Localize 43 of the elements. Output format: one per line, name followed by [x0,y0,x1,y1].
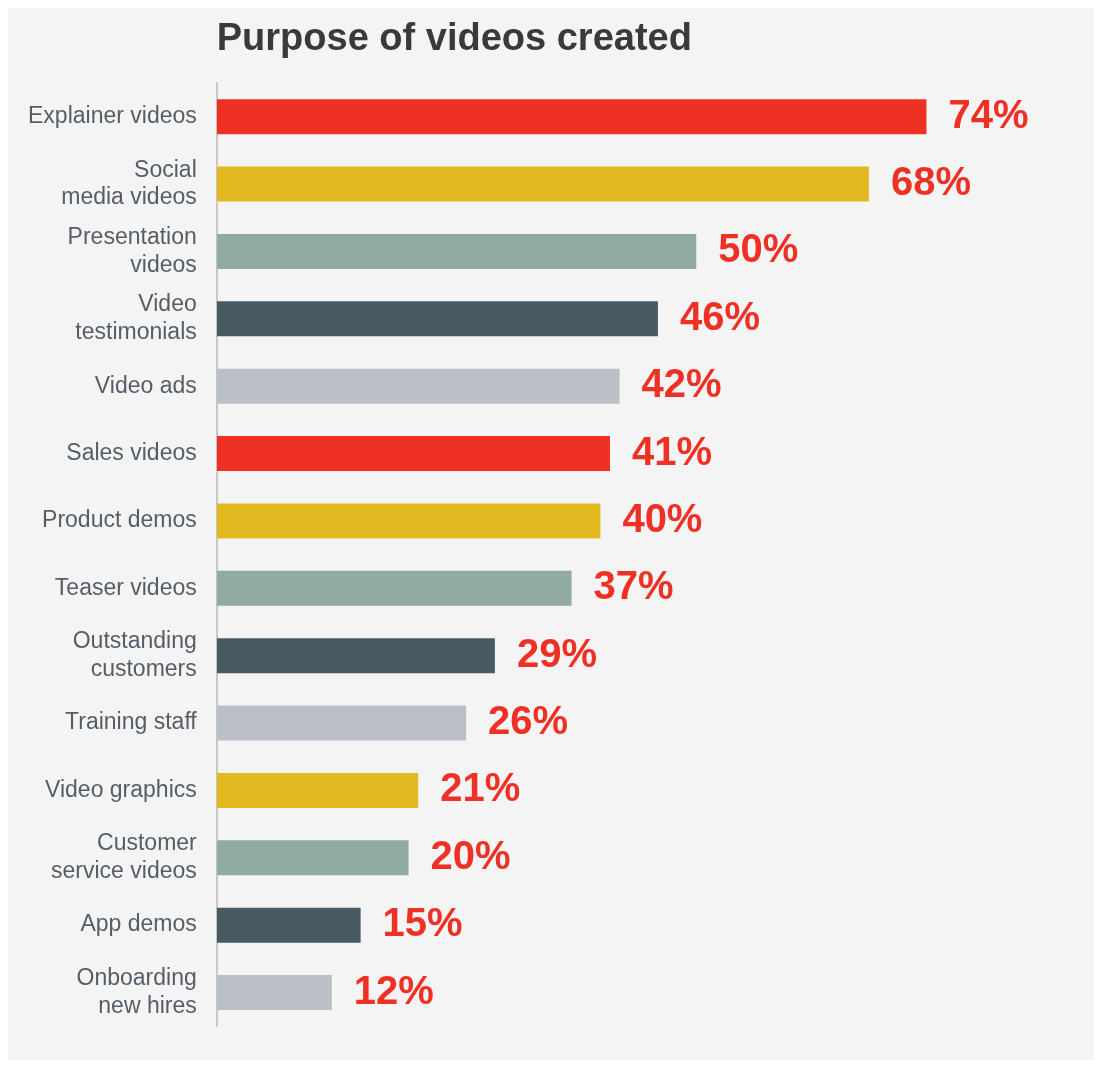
y-tick-label: Video ads [94,371,197,398]
y-tick-label: Video testimonials [75,290,197,344]
bar [216,840,409,876]
data-label: 21% [440,765,521,810]
data-label: 12% [353,967,434,1012]
y-tick-label: Outstanding customers [72,627,197,681]
bar [216,166,869,202]
y-tick-label: Onboarding new hires [76,964,197,1018]
data-label: 68% [890,159,971,204]
data-label: 29% [516,630,597,675]
data-label: 74% [948,91,1029,136]
bar [216,503,601,539]
y-tick-label: Explainer videos [27,102,197,129]
bar [216,705,467,741]
y-tick-label: App demos [80,910,197,937]
bar [216,99,927,135]
bar [216,772,419,808]
y-tick-label: Customer service videos [51,829,198,883]
y-tick-label: Teaser videos [54,573,197,600]
y-tick-label: Training staff [65,708,198,735]
data-label: 42% [641,361,722,406]
bar [216,975,332,1011]
bar [216,301,658,337]
bar [216,570,572,606]
bar [216,436,610,472]
bar [216,638,495,674]
data-label: 20% [430,832,511,877]
y-tick-label: Sales videos [66,438,197,465]
y-tick-label: Social media videos [61,155,197,210]
data-label: 26% [488,698,569,743]
y-tick-label: Video graphics [45,775,197,802]
data-label: 15% [382,900,463,945]
bar [216,233,697,269]
data-label: 37% [593,563,674,608]
y-tick-label: Presentation videos [67,222,197,277]
data-label: 40% [622,495,703,540]
y-tick-label: Product demos [42,506,197,533]
bar [216,907,361,943]
data-label: 50% [718,226,799,271]
bar [216,368,620,404]
chart-title: Purpose of videos created [216,16,692,58]
data-label: 41% [631,428,713,473]
data-label: 46% [679,293,760,338]
